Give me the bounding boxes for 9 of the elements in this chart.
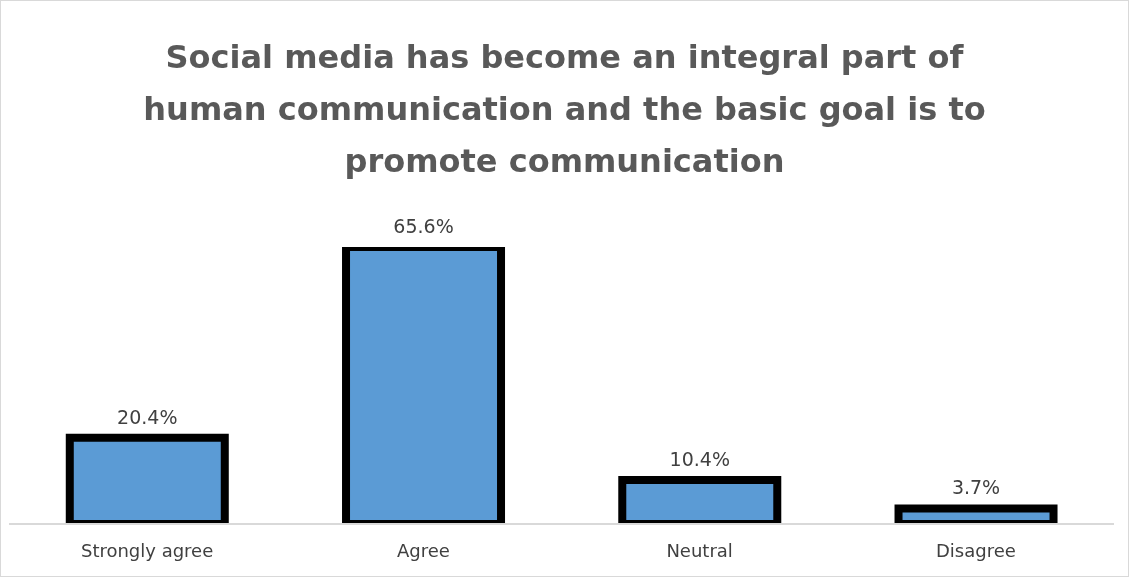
x-tick-label: Strongly agree [80, 539, 214, 561]
data-label: 3.7% [951, 476, 1001, 499]
chart-title: Social media has become an integral part of human communication and the basic goal is to promote communication [142, 37, 987, 182]
x-tick-label: Agree [396, 539, 450, 561]
data-label: 20.4% [117, 405, 178, 428]
x-tick-label: Neutral [666, 539, 733, 561]
data-label: 10.4% [669, 448, 730, 471]
x-tick-label: Disagree [935, 539, 1016, 561]
data-label: 65.6% [393, 215, 454, 237]
